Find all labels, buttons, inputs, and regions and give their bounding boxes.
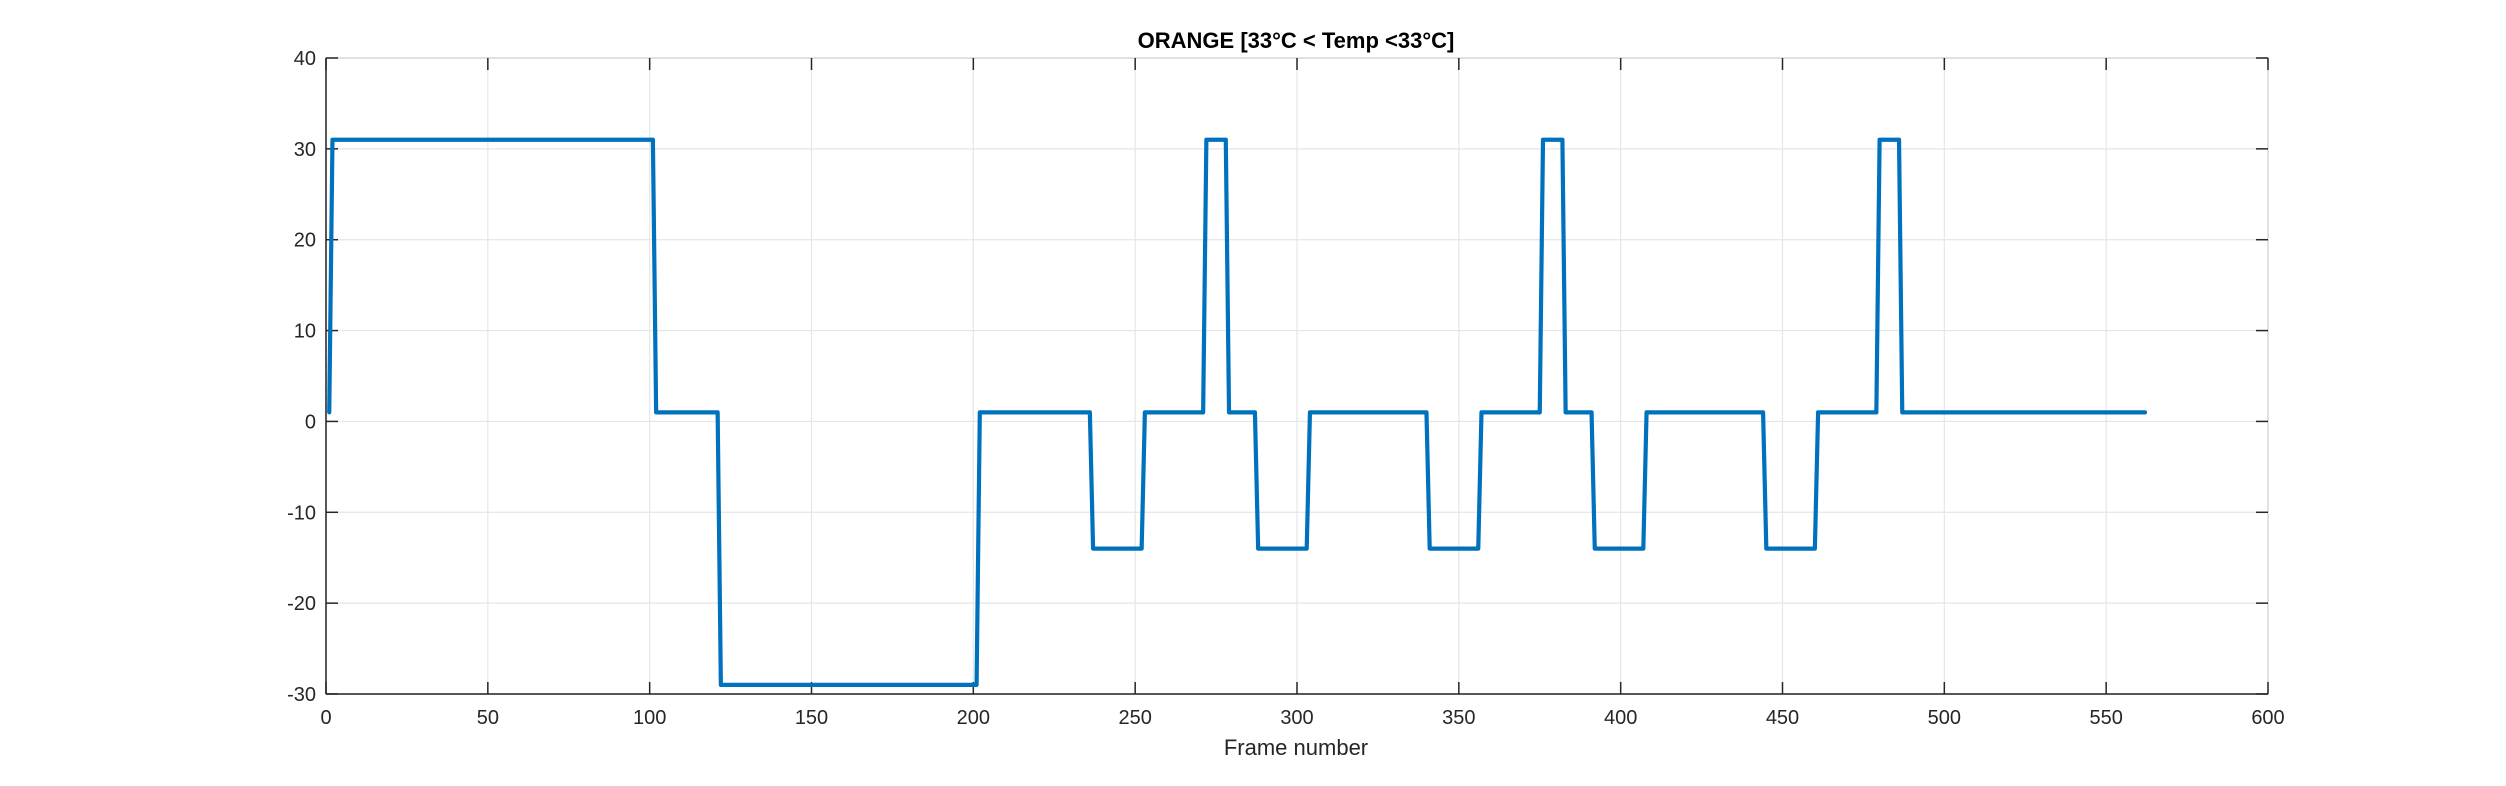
- x-tick-label: 150: [795, 707, 828, 729]
- y-tick-labels: -30 -20 -10 0 10 20 30 40: [287, 48, 316, 706]
- y-tick-label: 0: [305, 411, 316, 433]
- x-tick-label: 350: [1442, 707, 1475, 729]
- series-line: [327, 137, 2148, 688]
- y-tick-label: -30: [287, 684, 316, 706]
- x-tick-label: 250: [1118, 707, 1151, 729]
- chart-title: ORANGE [33°C < Temp <33°C]: [1138, 28, 1455, 53]
- x-axis-label: Frame number: [1224, 735, 1368, 760]
- axes: [325, 57, 2269, 695]
- x-tick-label: 300: [1280, 707, 1313, 729]
- y-tick-label: 20: [294, 230, 316, 252]
- series-layer: [327, 137, 2148, 688]
- x-tick-label: 400: [1604, 707, 1637, 729]
- grid: [325, 57, 2269, 695]
- y-tick-label: 40: [294, 48, 316, 70]
- x-tick-label: 550: [2089, 707, 2122, 729]
- x-tick-label: 500: [1928, 707, 1961, 729]
- x-tick-label: 100: [633, 707, 666, 729]
- x-tick-label: 200: [957, 707, 990, 729]
- x-tick-labels: 0 50 100 150 200 250 300 350 400 450 500 550 600: [320, 707, 2284, 729]
- y-tick-label: 30: [294, 139, 316, 161]
- x-tick-label: 600: [2251, 707, 2284, 729]
- y-tick-label: -20: [287, 593, 316, 615]
- x-tick-label: 50: [477, 707, 499, 729]
- x-tick-label: 0: [320, 707, 331, 729]
- y-tick-label: 10: [294, 321, 316, 343]
- x-tick-label: 450: [1766, 707, 1799, 729]
- y-tick-label: -10: [287, 502, 316, 524]
